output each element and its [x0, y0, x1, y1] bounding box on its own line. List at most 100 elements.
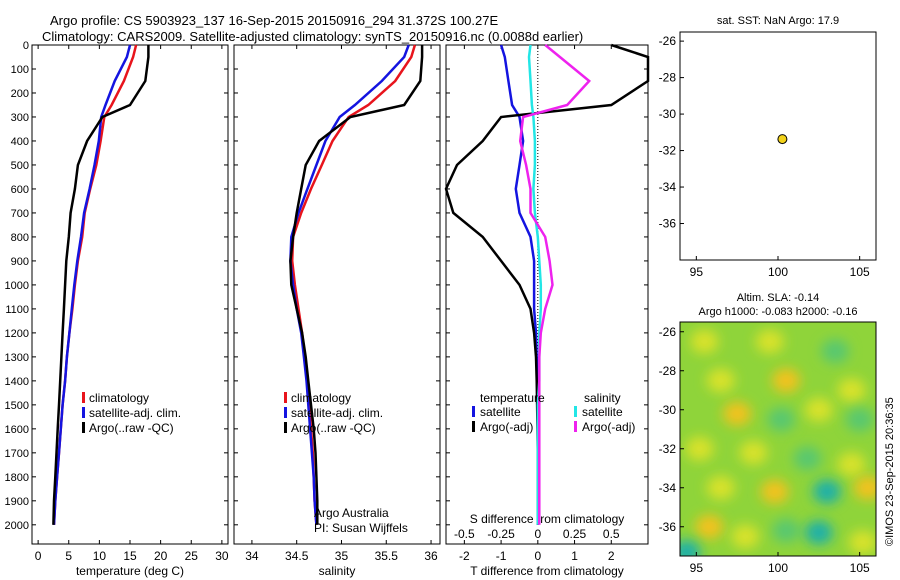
y-tick-label: -28 [659, 364, 677, 378]
heatmap-cell [804, 520, 833, 545]
y-tick-label: -30 [659, 107, 677, 121]
depth-tick-label: 1200 [5, 328, 29, 340]
heatmap-cell [793, 446, 822, 471]
legend-swatch [284, 407, 287, 418]
heatmap-cell [760, 479, 789, 504]
x-tick-label: 2 [608, 549, 615, 563]
heatmap-cell [706, 368, 735, 393]
legend-label: satellite [480, 405, 521, 419]
depth-tick-label: 800 [11, 232, 29, 244]
x-tick-label: 30 [215, 549, 229, 563]
y-tick-label: -36 [659, 520, 677, 534]
depth-tick-label: 200 [11, 88, 29, 100]
heatmap-cell [739, 440, 768, 465]
series-line-salinity-satellite [527, 44, 543, 525]
legend-label: Argo(..raw -QC) [291, 421, 376, 435]
y-tick-label: -34 [659, 180, 677, 194]
legend-label: Argo(-adj) [480, 420, 533, 434]
legend-swatch [574, 421, 577, 432]
heatmap-cell [772, 518, 801, 543]
legend-swatch [82, 422, 85, 433]
depth-tick-label: 300 [11, 112, 29, 124]
x-tick-label: 36 [424, 549, 438, 563]
heatmap-cell [848, 530, 876, 555]
y-tick-label: -36 [659, 217, 677, 231]
series-line-argo-raw-qc- [52, 45, 150, 525]
depth-tick-label: 600 [11, 184, 29, 196]
y-tick-label: -32 [659, 442, 677, 456]
heatmap-cell [813, 479, 841, 504]
legend-heading: temperature [480, 391, 545, 405]
x-tick-label: -1 [496, 549, 507, 563]
y-tick-label: -26 [659, 34, 677, 48]
heatmap-cell [755, 329, 784, 354]
depth-tick-label: 400 [11, 136, 29, 148]
location-title: sat. SST: NaN Argo: 17.9 [717, 15, 839, 27]
depth-tick-label: 700 [11, 208, 29, 220]
x-tick-label: 34 [245, 549, 259, 563]
x-tick-label: 1 [571, 549, 578, 563]
heatmap-cell [695, 514, 724, 539]
depth-tick-label: 1600 [5, 424, 29, 436]
x-axis-label: temperature (deg C) [76, 564, 184, 578]
salinity-panel-frame [233, 44, 441, 545]
heatmap-cell [804, 397, 833, 422]
x2-tick-label: 0.25 [563, 527, 587, 541]
x-tick-label: 0 [534, 549, 541, 563]
x-tick-label: 15 [123, 549, 137, 563]
x-tick-label: 35 [335, 549, 349, 563]
series-line-salinity-argo-adj- [518, 44, 592, 525]
argo-location-dot [777, 134, 788, 145]
imos-timestamp: ©IMOS 23-Sep-2015 20:36:35 [884, 397, 896, 546]
sla-title-line1: Altim. SLA: -0.14 [737, 292, 820, 304]
heatmap-cell [731, 524, 760, 549]
legend-swatch [472, 406, 475, 417]
depth-tick-label: 1400 [5, 376, 29, 388]
legend-swatch [82, 407, 85, 418]
figure-title-line2: Climatology: CARS2009. Satellite-adjuste… [42, 29, 584, 44]
heatmap-cell [837, 452, 866, 477]
x-tick-label: 100 [768, 561, 788, 575]
legend-swatch [472, 421, 475, 432]
x-tick-label: 100 [768, 265, 788, 279]
x-axis-label: T difference from climatology [470, 564, 624, 578]
heatmap-cell [685, 436, 714, 461]
x-tick-label: 95 [690, 265, 704, 279]
legend-label: satellite-adj. clim. [89, 406, 181, 420]
depth-tick-label: 2000 [5, 520, 29, 532]
annotation-text: Argo Australia [314, 506, 389, 520]
y-tick-label: -30 [659, 403, 677, 417]
legend-label: Argo(..raw -QC) [89, 421, 174, 435]
x2-tick-label: -0.25 [487, 527, 515, 541]
y-tick-label: -28 [659, 71, 677, 85]
depth-tick-label: 0 [23, 40, 29, 52]
x-tick-label: 10 [93, 549, 107, 563]
heatmap-cell [706, 475, 735, 500]
legend-swatch [82, 392, 85, 403]
differences-panel-frame [445, 44, 649, 545]
y-tick-label: -34 [659, 481, 677, 495]
series-line-temperature-argo-adj- [444, 43, 650, 525]
location-panel-frame [679, 31, 877, 261]
x2-tick-label: 0.5 [603, 527, 620, 541]
x-tick-label: 34.5 [285, 549, 309, 563]
depth-tick-label: 1000 [5, 280, 29, 292]
x-tick-label: 95 [690, 561, 704, 575]
x-tick-label: 105 [850, 265, 870, 279]
depth-tick-label: 900 [11, 256, 29, 268]
depth-tick-label: 100 [11, 64, 29, 76]
x-axis-label: salinity [319, 564, 356, 578]
heatmap-cell [680, 540, 701, 556]
depth-tick-label: 1900 [5, 496, 29, 508]
x-tick-label: 5 [65, 549, 72, 563]
temperature-panel-frame [31, 44, 229, 545]
y-tick-label: -26 [659, 325, 677, 339]
annotation-text: PI: Susan Wijffels [314, 521, 408, 535]
x2-axis-label: S difference from climatology [470, 512, 625, 526]
x-tick-label: 105 [850, 561, 870, 575]
series-line-satellite-adj-clim- [52, 44, 132, 525]
heatmap-cell [821, 339, 850, 364]
heatmap-cell [837, 378, 866, 403]
x-tick-label: -2 [459, 549, 470, 563]
